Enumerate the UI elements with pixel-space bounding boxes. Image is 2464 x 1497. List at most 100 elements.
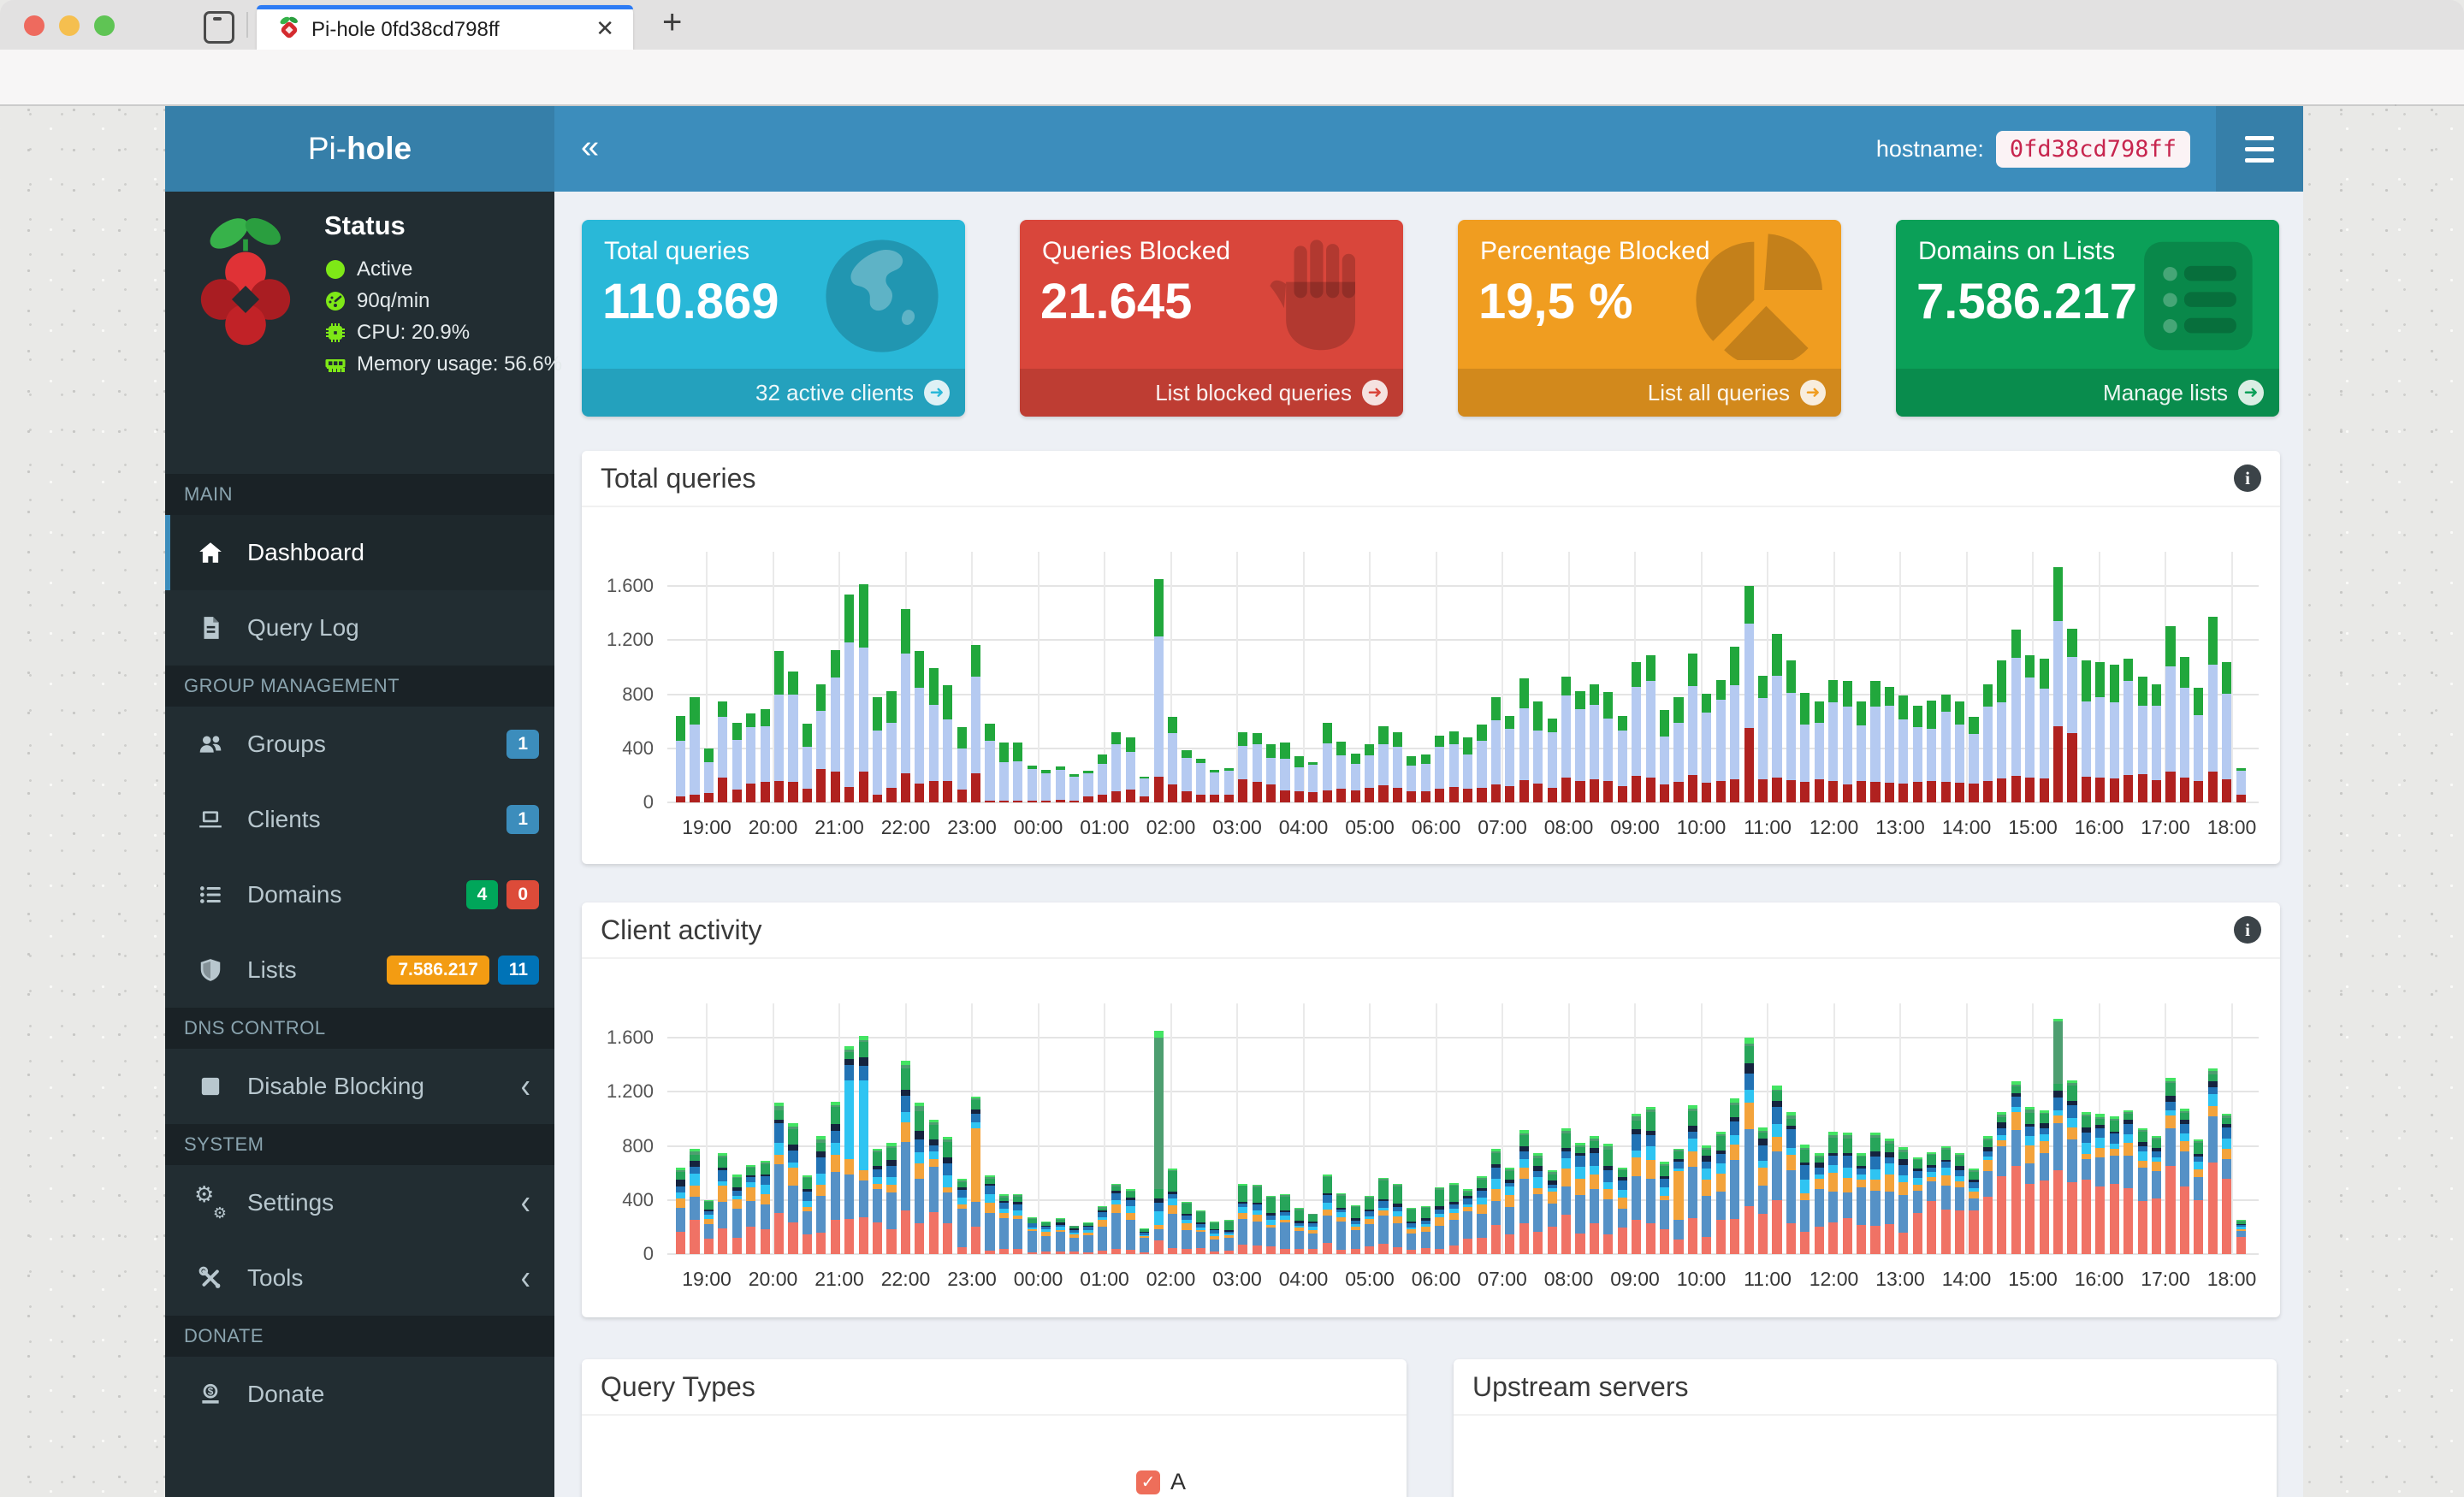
stacked-bar	[1392, 731, 1402, 802]
x-axis-label: 07:00	[1478, 816, 1527, 838]
gridline	[667, 639, 2259, 642]
stacked-bar	[1448, 731, 1459, 802]
sidebar-item-groups[interactable]: Groups 1	[165, 707, 554, 782]
gridline	[1302, 552, 1305, 802]
gridline	[1170, 552, 1172, 802]
sidebar-item-label: Groups	[247, 731, 326, 757]
gridline	[667, 1145, 2259, 1147]
card-value: 7.586.217	[1916, 274, 2138, 329]
stacked-bar	[802, 1175, 812, 1254]
card-footer-link[interactable]: 32 active clients ➜	[582, 369, 965, 417]
stacked-bar	[2095, 662, 2106, 802]
gridline	[1104, 1003, 1105, 1254]
sidebar-item-label: Domains	[247, 881, 342, 908]
stacked-bar	[1350, 1205, 1360, 1254]
sidebar-item-query-log[interactable]: Query Log	[165, 590, 554, 666]
stacked-bar	[1547, 718, 1557, 802]
stacked-bar	[2165, 1078, 2176, 1254]
y-axis-label: 1.600	[606, 575, 654, 596]
sidebar-item-donate[interactable]: $ Donate	[165, 1357, 554, 1432]
stacked-bar	[873, 696, 883, 802]
stacked-bar	[1645, 1106, 1656, 1254]
info-icon[interactable]: i	[2234, 464, 2261, 492]
x-axis-label: 02:00	[1146, 1268, 1196, 1290]
sidebar-item-lists[interactable]: Lists 7.586.217 11	[165, 932, 554, 1008]
y-axis-label: 0	[643, 791, 654, 813]
stacked-bar	[971, 1096, 981, 1254]
y-axis-label: 400	[622, 1188, 654, 1210]
tab-close-icon[interactable]: ✕	[595, 15, 614, 41]
sidebar-item-domains[interactable]: Domains 4 0	[165, 857, 554, 932]
x-axis-label: 05:00	[1345, 816, 1395, 838]
checkbox-checked-icon[interactable]: ✓	[1136, 1470, 1160, 1494]
window-minimize-button[interactable]	[59, 15, 80, 36]
gridline	[667, 1037, 2259, 1038]
x-axis-label: 07:00	[1478, 1268, 1527, 1290]
card-footer-link[interactable]: Manage lists ➜	[1896, 369, 2279, 417]
gridline	[1369, 552, 1371, 802]
stacked-bar	[788, 1123, 798, 1254]
card-title: Total queries	[604, 237, 750, 265]
arrow-circle-icon: ➜	[1362, 380, 1388, 405]
sidebar-collapse-button[interactable]: «	[581, 129, 600, 165]
x-axis-label: 04:00	[1278, 1268, 1329, 1290]
new-tab-button[interactable]: +	[662, 3, 683, 41]
count-badge: 11	[497, 956, 539, 985]
stacked-bar	[1884, 686, 1894, 802]
gridline	[1965, 1003, 1968, 1254]
browser-tab[interactable]: Pi-hole 0fd38cd798ff ✕	[257, 5, 633, 50]
tab-overview-icon[interactable]	[204, 11, 234, 44]
x-axis-label: 14:00	[1941, 816, 1992, 838]
sidebar-item-clients[interactable]: Clients 1	[165, 782, 554, 857]
status-row: Active	[324, 257, 562, 281]
sidebar-item-tools[interactable]: Tools ‹	[165, 1240, 554, 1316]
sidebar-item-dashboard[interactable]: Dashboard	[165, 515, 554, 590]
y-axis-label: 800	[622, 683, 654, 705]
stacked-bar	[1673, 696, 1684, 802]
stacked-bar	[2137, 676, 2147, 802]
stacked-bar	[1027, 1217, 1037, 1254]
gridline	[1236, 552, 1238, 802]
gridline	[706, 552, 708, 802]
stacked-bar	[1097, 1205, 1107, 1254]
stacked-bar	[1561, 676, 1572, 802]
pihole-logo: Pi-hole	[165, 106, 554, 192]
sidebar-item-settings[interactable]: ⚙ ⚙ Settings ‹	[165, 1165, 554, 1240]
card-footer-link[interactable]: List all queries ➜	[1458, 369, 1841, 417]
users-icon	[198, 731, 223, 757]
stacked-bar	[1969, 1169, 1979, 1254]
sidebar-item-disable-blocking[interactable]: Disable Blocking ‹	[165, 1049, 554, 1124]
stacked-bar	[1153, 579, 1164, 802]
info-icon[interactable]: i	[2234, 916, 2261, 944]
stacked-bar	[1407, 756, 1417, 802]
stacked-bar	[1561, 1127, 1572, 1254]
x-axis-label: 23:00	[947, 816, 997, 838]
stacked-bar	[1715, 1131, 1726, 1254]
stacked-bar	[2053, 566, 2064, 802]
navbar-toggle-button[interactable]	[2216, 106, 2303, 192]
stacked-bar	[886, 691, 897, 802]
legend-item-A[interactable]: ✓ A	[1136, 1469, 1186, 1495]
stacked-bar	[1814, 701, 1824, 802]
gridline	[667, 802, 2259, 803]
shield-icon	[198, 957, 223, 983]
stacked-bar	[703, 1199, 714, 1254]
gridline	[1502, 1003, 1503, 1254]
sidebar: Status Active 90q/min CPU: 20.9% Memory usa…	[165, 192, 562, 1497]
gridline	[1502, 552, 1503, 802]
card-footer-label: Manage lists	[2103, 380, 2228, 405]
stacked-bar	[915, 1102, 925, 1254]
stacked-bar	[2194, 1139, 2204, 1254]
window-zoom-button[interactable]	[94, 15, 115, 36]
window-close-button[interactable]	[24, 15, 44, 36]
pie-icon	[1694, 232, 1822, 360]
summary-card-domains-on-lists: Domains on Lists 7.586.217 Manage lists ➜	[1896, 220, 2279, 417]
stacked-bar	[971, 644, 981, 802]
stacked-bar	[1083, 1222, 1093, 1254]
card-title: Queries Blocked	[1042, 237, 1231, 265]
stacked-bar	[732, 1175, 742, 1254]
stacked-bar	[2137, 1127, 2147, 1254]
card-footer-link[interactable]: List blocked queries ➜	[1020, 369, 1403, 417]
stacked-bar	[1912, 1157, 1922, 1254]
globe-icon	[818, 232, 946, 360]
